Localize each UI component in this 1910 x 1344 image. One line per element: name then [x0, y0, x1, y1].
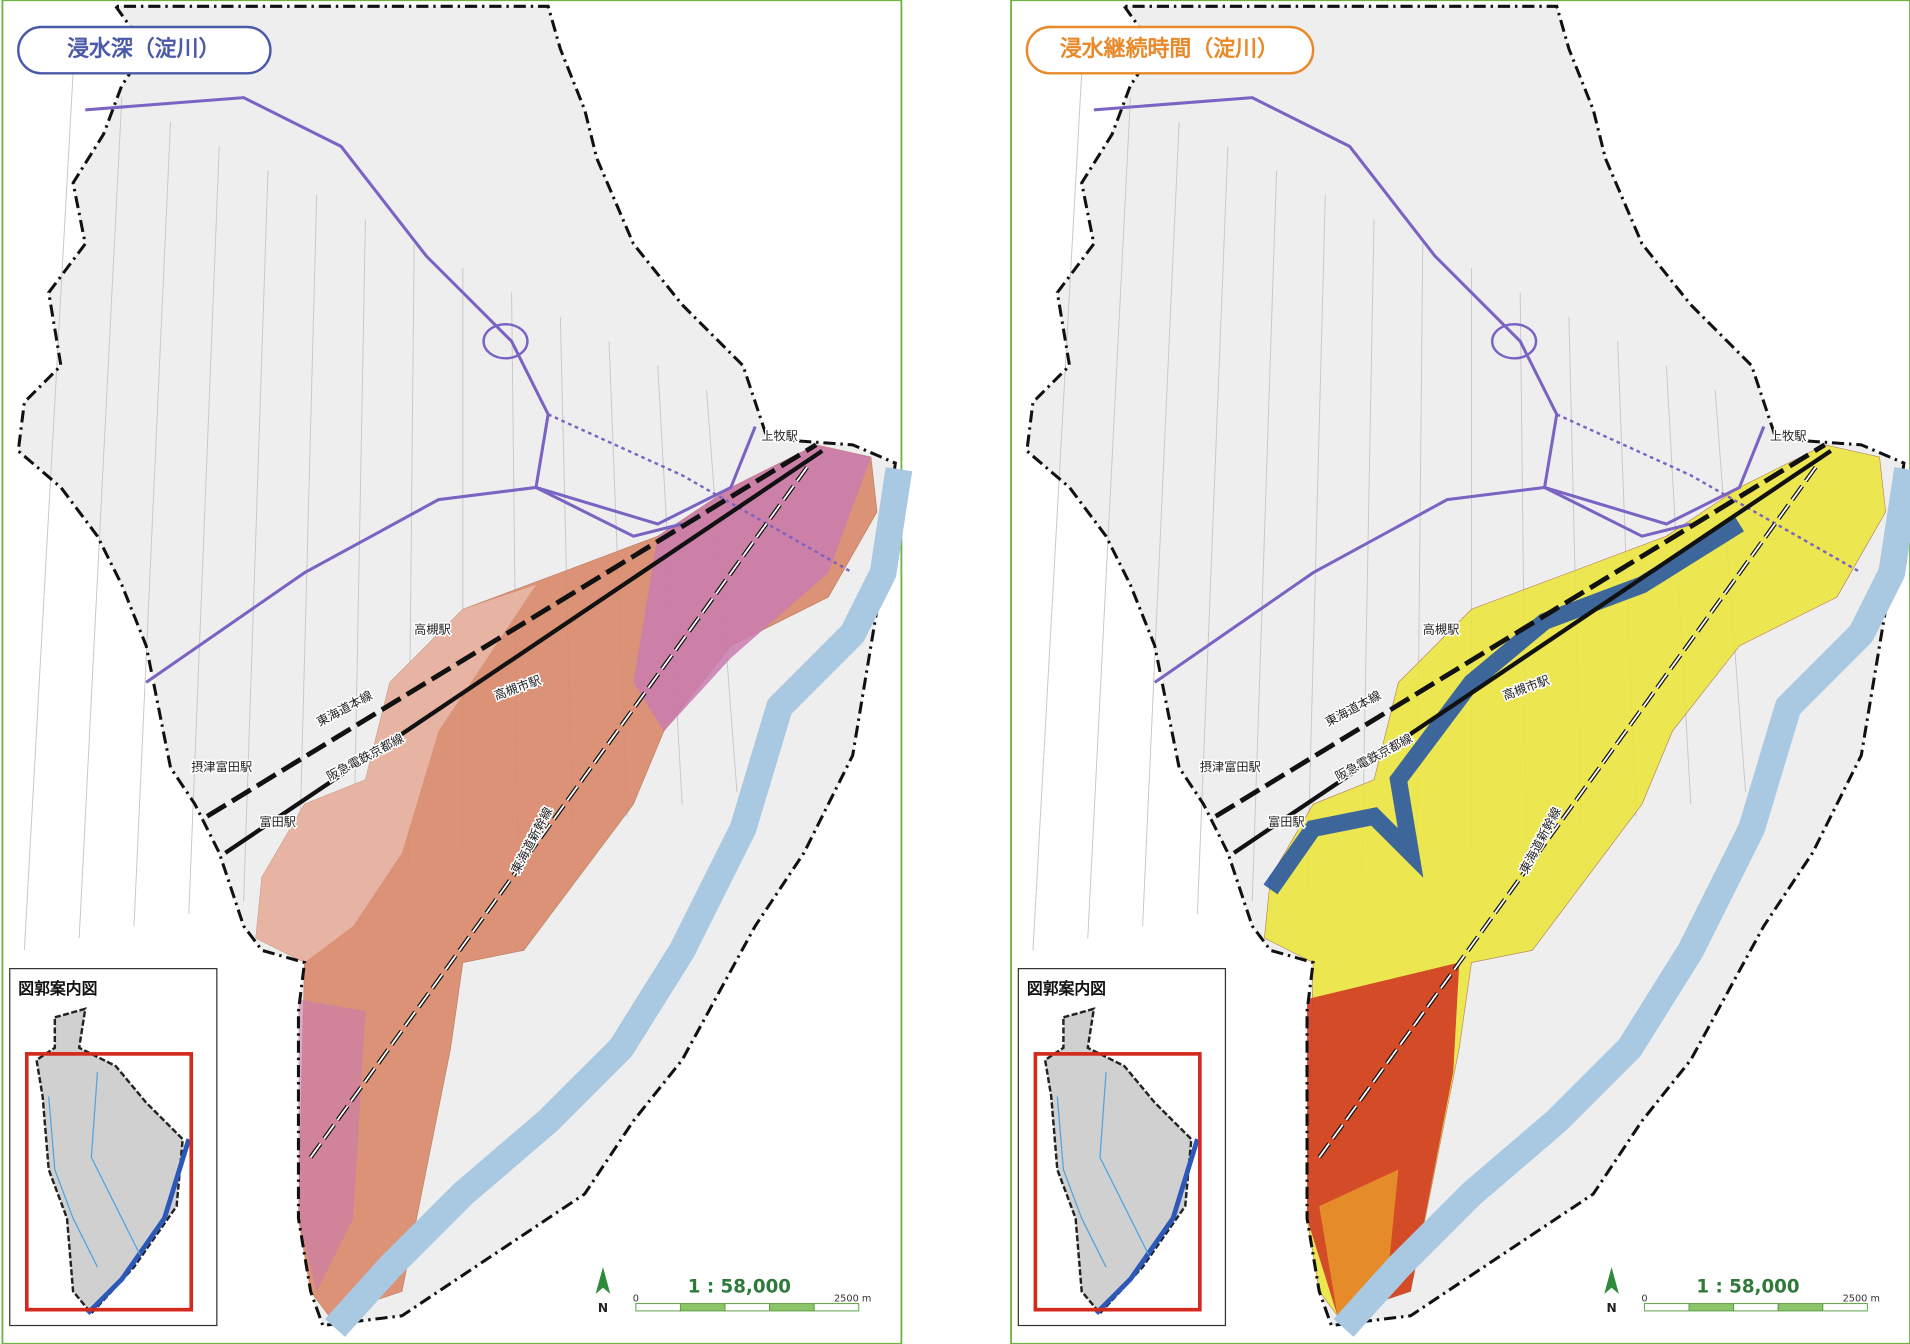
map-label: 高槻駅 [1423, 621, 1460, 636]
road [188, 146, 220, 914]
north-arrow [1604, 1267, 1619, 1294]
scale-segment [635, 1303, 681, 1312]
city-boundary [16, 4, 897, 1328]
inset-river [85, 1138, 192, 1316]
road [23, 73, 74, 951]
map-title: 浸水継続時間（淀川） [1060, 36, 1279, 62]
map-label: 富田駅 [1268, 815, 1305, 829]
north-label: N [1606, 1301, 1616, 1315]
map-title: 浸水深（淀川） [67, 37, 220, 62]
expressway [1153, 425, 1766, 684]
flood-deep [633, 444, 871, 732]
scale-start: 0 [633, 1294, 639, 1305]
map-label: 摂津富田駅 [1200, 759, 1261, 774]
scale-segment [813, 1303, 860, 1312]
yodo-river [1333, 467, 1910, 1337]
railway [1232, 449, 1833, 855]
flood-deep [298, 999, 366, 1292]
city-boundary [1025, 4, 1906, 1328]
scale-start: 0 [1641, 1294, 1647, 1305]
expressway [1093, 96, 1692, 538]
road [1142, 122, 1180, 926]
road [243, 170, 269, 902]
north-label: N [598, 1301, 608, 1315]
inset-river [1094, 1138, 1200, 1316]
interchange [1490, 323, 1538, 360]
map-label: 摂津富田駅 [191, 759, 252, 774]
expressway-tunnel [1556, 413, 1862, 574]
road [1306, 195, 1326, 890]
flood-short-edge [1263, 516, 1744, 895]
title-pill [17, 25, 272, 75]
scale-segment [724, 1303, 771, 1312]
scale-segment [1733, 1303, 1779, 1312]
scale-ratio: 1 : 58,000 [1696, 1277, 1799, 1298]
expressway [85, 96, 683, 538]
inset-extent [24, 1052, 194, 1312]
expressway-tunnel [547, 413, 854, 574]
flood-shallow [255, 584, 536, 963]
shinkansen [1318, 462, 1820, 1158]
map-label: 上牧駅 [1770, 429, 1807, 443]
scale-segment [1643, 1303, 1690, 1312]
road [1032, 73, 1083, 951]
map-label: 高槻駅 [414, 621, 451, 636]
railway [224, 449, 824, 855]
scale-segment [1688, 1303, 1735, 1312]
interchange [482, 323, 529, 360]
inset-extent [1033, 1052, 1202, 1312]
scale-end: 2500 m [834, 1294, 871, 1305]
expressway [145, 425, 757, 684]
map-label: 富田駅 [259, 815, 296, 829]
scale-segment [1822, 1303, 1868, 1312]
railway [205, 442, 818, 819]
shinkansen [309, 462, 811, 1158]
inset-title: 図郭案内図 [18, 979, 97, 998]
map-label: 上牧駅 [761, 429, 798, 443]
road [1087, 97, 1131, 939]
road [1251, 170, 1278, 902]
road [133, 122, 172, 926]
scale-segment [1777, 1303, 1824, 1312]
scale-ratio: 1 : 58,000 [688, 1277, 791, 1298]
inset-stream [90, 1072, 141, 1256]
north-arrow [595, 1267, 611, 1294]
scale-end: 2500 m [1843, 1294, 1880, 1305]
road [1196, 146, 1229, 914]
road [297, 195, 318, 890]
inset-stream [1056, 1096, 1107, 1268]
scale-segment [679, 1303, 726, 1312]
inset-stream [48, 1096, 98, 1268]
scale-segment [769, 1303, 815, 1312]
inset-title: 図郭案内図 [1027, 979, 1106, 998]
title-pill [1025, 25, 1315, 75]
railway [1214, 442, 1827, 819]
yodo-river [325, 467, 913, 1337]
inset-stream [1099, 1072, 1150, 1256]
road [78, 97, 123, 939]
